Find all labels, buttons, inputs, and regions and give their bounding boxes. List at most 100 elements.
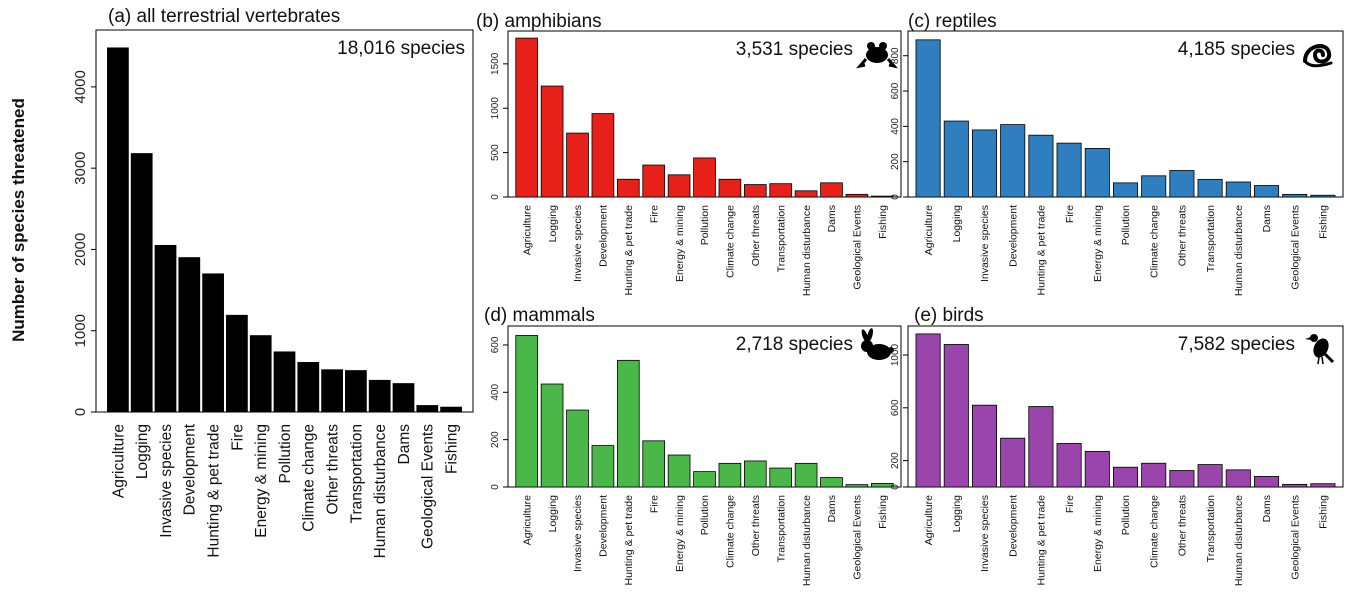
panel-e: (e) birds 7,582 species 0 200 600 1000 Agricul…	[890, 305, 1344, 586]
panel-a: (a) all terrestrial vertebrates 18,016 sp…	[72, 6, 474, 558]
bar-dams	[1253, 185, 1280, 198]
category-label: Pollution	[1120, 205, 1132, 245]
species-count: 18,016 species	[337, 38, 465, 59]
bar-geological-events	[1282, 193, 1308, 198]
bar-development	[591, 113, 615, 198]
bar-invasive-species	[971, 404, 998, 488]
category-label: Fire	[229, 424, 246, 451]
category-label: Development	[182, 423, 199, 515]
snake-icon	[1303, 44, 1333, 68]
panel-d: (d) mammals 2,718 species 0 200 400 600 Agricu…	[484, 305, 902, 586]
category-label: Agriculture	[521, 205, 533, 255]
category-label: Climate change	[725, 495, 737, 568]
bar-pollution	[1112, 466, 1139, 488]
bar-climate-change	[1141, 462, 1167, 488]
category-label: Transportation	[775, 205, 787, 272]
y-tick-label: 1000	[490, 97, 501, 120]
category-label: Invasive species	[572, 205, 584, 282]
y-tick-label: 200	[890, 153, 901, 170]
panel-title: (e) birds	[914, 305, 984, 326]
category-label: Energy & mining	[1092, 205, 1104, 282]
bird-icon	[1305, 334, 1335, 365]
bar-fire	[1056, 443, 1082, 488]
bar-fishing	[870, 195, 894, 198]
category-label: Fishing	[1318, 205, 1330, 239]
category-label: Logging	[134, 424, 151, 479]
category-label: Agriculture	[923, 495, 935, 545]
category-label: Invasive species	[158, 424, 175, 538]
bar-other-threats	[743, 184, 767, 198]
category-label: Human disturbance	[372, 424, 389, 558]
bar-invasive-species	[566, 409, 589, 488]
category-label: Transportation	[1205, 205, 1217, 272]
category-label: Human disturbance	[1233, 495, 1245, 586]
category-label: Climate change	[301, 424, 318, 532]
category-label: Dams	[1261, 495, 1273, 522]
y-tick-label: 400	[490, 384, 501, 401]
bar-climate-change	[718, 462, 742, 488]
category-label: Fishing	[444, 424, 461, 474]
species-count: 3,531 species	[736, 39, 853, 60]
bar-energy-mining	[667, 174, 691, 198]
category-label: Human disturbance	[1233, 205, 1245, 296]
bar-transportation	[1197, 178, 1223, 198]
bar-human-disturbance	[1225, 181, 1251, 198]
y-tick-label: 200	[490, 431, 501, 448]
bar-dams	[392, 383, 415, 413]
species-count: 2,718 species	[736, 334, 853, 355]
category-label: Hunting & pet trade	[1036, 205, 1048, 296]
category-label: Development	[1007, 495, 1019, 557]
category-label: Fire	[648, 205, 660, 223]
category-label: Pollution	[1120, 495, 1132, 535]
category-label: Dams	[1261, 205, 1273, 232]
y-tick-label: 600	[890, 82, 901, 99]
category-label: Invasive species	[979, 495, 991, 572]
category-label: Logging	[951, 205, 963, 243]
bar-hunting-pet-trade	[616, 359, 640, 488]
bar-fishing	[870, 483, 894, 488]
bar-transportation	[769, 183, 793, 198]
category-label: Agriculture	[110, 424, 127, 498]
category-label: Pollution	[699, 205, 711, 245]
bar-logging	[540, 383, 564, 488]
category-label: Pollution	[277, 424, 294, 483]
category-label: Other threats	[750, 205, 762, 266]
bar-geological-events	[845, 484, 869, 488]
y-tick-label: 500	[490, 144, 501, 161]
category-label: Other threats	[325, 424, 342, 515]
category-label: Energy & mining	[674, 205, 686, 282]
panel-c: (c) reptiles 4,185 species 0 200 400 600 800 Ag…	[890, 11, 1344, 296]
bar-agriculture	[915, 39, 941, 198]
y-tick-label: 4000	[72, 70, 89, 103]
y-tick-label: 3000	[72, 151, 89, 184]
bar-fire	[642, 440, 666, 488]
bar-transportation	[345, 370, 367, 413]
bar-energy-mining	[249, 335, 272, 413]
category-label: Transportation	[775, 495, 787, 562]
species-count: 4,185 species	[1178, 39, 1295, 60]
category-label: Other threats	[1177, 495, 1189, 556]
panel-title: (b) amphibians	[476, 11, 602, 32]
y-tick-label: 1000	[72, 314, 89, 347]
category-label: Geological Events	[852, 205, 864, 290]
panel-title: (c) reptiles	[908, 11, 997, 32]
y-tick-label: 200	[890, 452, 901, 469]
bar-other-threats	[321, 369, 343, 413]
y-tick-label: 600	[890, 399, 901, 416]
bar-fire	[642, 164, 666, 198]
category-label: Fire	[1064, 205, 1076, 223]
category-label: Climate change	[725, 205, 737, 278]
panel-title: (a) all terrestrial vertebrates	[108, 6, 340, 27]
bar-invasive-species	[971, 129, 998, 198]
category-label: Transportation	[1205, 495, 1217, 562]
bar-pollution	[693, 157, 716, 198]
bar-climate-change	[297, 362, 320, 413]
y-tick-label: 600	[490, 336, 501, 353]
category-label: Agriculture	[521, 495, 533, 545]
category-label: Hunting & pet trade	[206, 424, 223, 558]
frog-icon	[856, 42, 898, 69]
category-label: Fire	[648, 495, 660, 513]
bar-agriculture	[107, 47, 129, 413]
category-label: Human disturbance	[801, 205, 813, 296]
